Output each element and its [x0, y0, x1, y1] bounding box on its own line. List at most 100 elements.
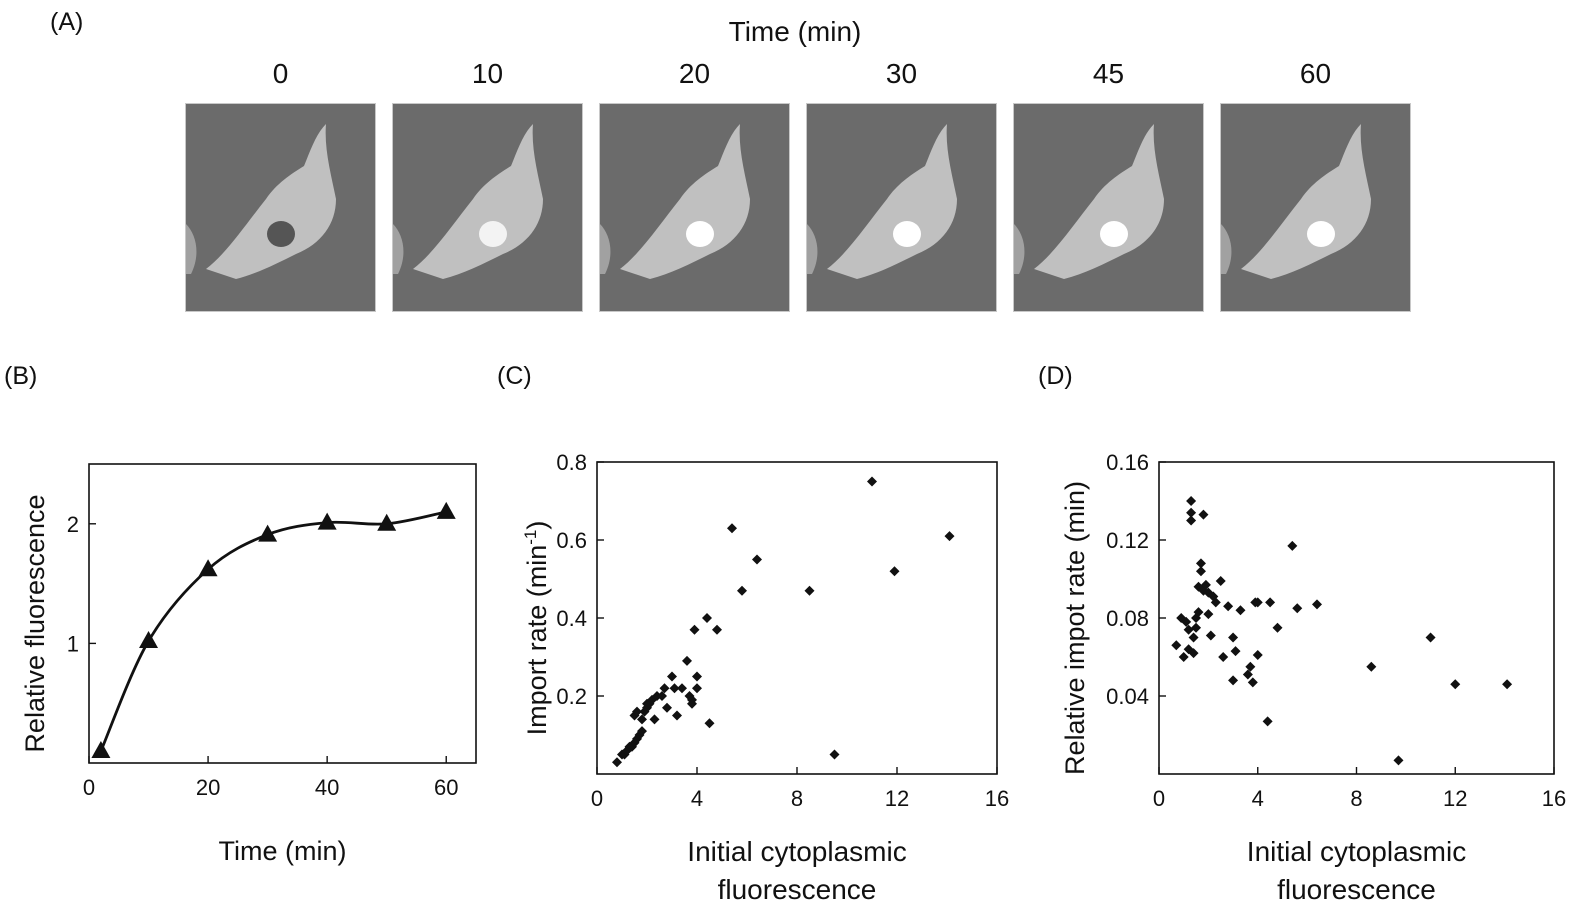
diamond-marker [1245, 661, 1256, 672]
diamond-marker [672, 710, 682, 721]
micrograph-10 [392, 103, 583, 312]
x-tick-label: 4 [691, 786, 703, 811]
x-tick-label: 16 [985, 786, 1009, 811]
diamond-marker [1247, 677, 1258, 688]
diamond-marker [889, 566, 900, 577]
triangle-marker [317, 512, 337, 530]
cell-body [413, 124, 543, 279]
diamond-marker [727, 523, 737, 534]
diamond-marker [1252, 650, 1263, 661]
diamond-marker [704, 718, 715, 729]
diamond-marker [612, 757, 622, 768]
diamond-marker [1183, 624, 1194, 635]
diamond-marker [677, 683, 687, 694]
diamond-marker [1502, 679, 1513, 690]
y-axis-superscript: -1 [521, 530, 540, 545]
panel-label-a: (A) [50, 8, 84, 36]
neighbor-cell [807, 224, 818, 274]
diamond-marker [804, 585, 815, 596]
cell-body [1241, 124, 1371, 279]
diamond-marker [829, 749, 840, 760]
time-label-0: 0 [272, 58, 289, 89]
panel-label-d: (D) [1038, 362, 1073, 390]
y-axis-title-end: ) [522, 521, 552, 530]
diamond-marker [1186, 515, 1197, 526]
panel-label-c: (C) [497, 362, 532, 390]
chart-c: 0 4 8 12 16 0.2 0.4 0.6 0.8 Initial cytoplasmic fl… [521, 450, 1009, 905]
x-axis-title: Initial cytoplasmic [687, 836, 906, 867]
micrograph-45 [1013, 103, 1204, 312]
diamond-marker [1181, 616, 1192, 627]
x-axis-title: fluorescence [1277, 874, 1436, 905]
x-tick-label: 20 [196, 775, 220, 800]
x-axis-title: Initial cytoplasmic [1247, 836, 1466, 867]
x-tick-label: 12 [1443, 786, 1467, 811]
x-tick-label: 8 [1350, 786, 1362, 811]
diamond-marker [1292, 603, 1303, 614]
diamond-marker [1171, 640, 1182, 651]
y-axis-title: Relative fluorescence [20, 494, 50, 752]
diamond-marker [1262, 716, 1273, 727]
diamond-marker [1195, 558, 1206, 569]
neighbor-cell [600, 224, 611, 274]
plot-frame [88, 463, 477, 764]
micrograph-20 [599, 103, 790, 312]
x-tick-label: 4 [1252, 786, 1264, 811]
diamond-marker [637, 714, 647, 725]
x-tick-label: 60 [434, 775, 458, 800]
nucleus [1307, 221, 1335, 247]
diamond-marker [1195, 566, 1206, 577]
neighbor-cell [1221, 224, 1232, 274]
diamond-marker [659, 683, 670, 694]
x-tick-label: 0 [591, 786, 603, 811]
diamond-marker [1312, 599, 1322, 610]
diamond-marker [637, 726, 647, 737]
diamond-marker [692, 671, 702, 682]
neighbor-cell [393, 224, 404, 274]
diamond-marker [649, 714, 660, 725]
cell-body [1034, 124, 1164, 279]
y-tick-label: 0.2 [556, 684, 587, 709]
diamond-marker [662, 702, 672, 713]
x-tick-label: 12 [885, 786, 909, 811]
time-label-20: 20 [678, 58, 711, 89]
diamond-marker [1205, 630, 1216, 641]
panel-label-b: (B) [4, 362, 38, 390]
diamond-marker [1228, 675, 1239, 686]
x-tick-label: 0 [83, 775, 95, 800]
chart-d: 0 4 8 12 16 0.04 0.08 0.12 0.16 Initial cytoplasm… [1060, 450, 1566, 905]
y-tick-label: 0.6 [556, 528, 587, 553]
micrograph-30 [806, 103, 997, 312]
diamond-marker [1191, 622, 1202, 633]
nucleus [1100, 221, 1128, 247]
diamond-marker [867, 476, 877, 487]
diamond-marker [1223, 601, 1234, 612]
triangle-marker [377, 513, 397, 531]
time-label-45: 45 [1092, 58, 1125, 89]
x-tick-label: 0 [1153, 786, 1165, 811]
diamond-marker [702, 613, 712, 623]
diamond-marker [667, 671, 677, 682]
diamond-marker [1203, 609, 1214, 620]
diamond-marker [1193, 607, 1204, 618]
micrograph-0 [185, 103, 376, 312]
diamond-marker [1252, 597, 1263, 608]
diamond-marker [1188, 632, 1199, 643]
x-axis-title: Time (min) [219, 836, 347, 866]
diamond-marker [1272, 622, 1283, 633]
diamond-marker [737, 585, 747, 596]
y-axis-title: Relative impot rate (min) [1060, 481, 1090, 775]
diamond-marker [1230, 646, 1241, 657]
cell-body [206, 124, 336, 279]
plot-frame [596, 461, 998, 775]
diamond-marker [1200, 579, 1211, 590]
y-tick-label: 1 [67, 631, 79, 656]
x-axis-title: fluorescence [718, 874, 877, 905]
diamond-marker [1186, 496, 1197, 506]
time-series-title: Time (min) [728, 16, 862, 47]
diamond-marker [1265, 597, 1276, 608]
diamond-marker [752, 554, 762, 565]
diamond-marker [1210, 597, 1221, 608]
time-label-30: 30 [885, 58, 918, 89]
